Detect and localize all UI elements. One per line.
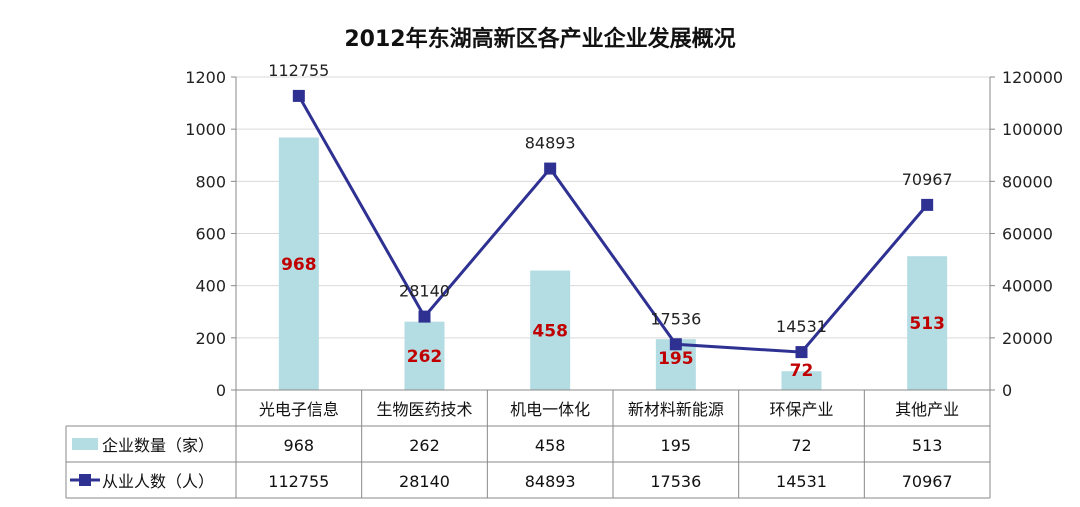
- table-cell: 84893: [525, 472, 576, 491]
- category-label: 光电子信息: [259, 400, 339, 419]
- table-cell: 72: [791, 436, 811, 455]
- left-tick-label: 1000: [185, 120, 226, 139]
- left-tick-label: 400: [195, 277, 226, 296]
- line-value-label: 28140: [399, 282, 450, 301]
- left-tick-label: 1200: [185, 68, 226, 87]
- table-cell: 112755: [268, 472, 329, 491]
- left-tick-label: 800: [195, 172, 226, 191]
- category-label: 机电一体化: [510, 400, 590, 419]
- line-value-label: 112755: [268, 61, 329, 80]
- bar-series: [278, 137, 948, 390]
- line-path: [297, 95, 929, 354]
- line-value-label: 84893: [525, 134, 576, 153]
- right-tick-label: 100000: [1002, 120, 1063, 139]
- left-tick-label: 200: [195, 329, 226, 348]
- chart-title: 2012年东湖高新区各产业企业发展概况: [344, 26, 735, 52]
- left-tick-label: 600: [195, 225, 226, 244]
- line-data-labels: 112755 28140 84893 17536 14531 70967: [268, 61, 952, 336]
- table-cell: 195: [661, 436, 692, 455]
- table-cell: 17536: [650, 472, 701, 491]
- line-marker: [292, 89, 305, 102]
- bar-value-label: 513: [909, 314, 945, 334]
- right-tick-label: 0: [1002, 381, 1012, 400]
- category-label: 其他产业: [895, 400, 959, 419]
- right-axis-ticks: 0 20000 40000 60000 80000 100000 120000: [990, 68, 1063, 400]
- table-cell: 513: [912, 436, 943, 455]
- table-cell: 458: [535, 436, 566, 455]
- table-cell: 70967: [902, 472, 953, 491]
- gridlines: [236, 76, 990, 339]
- bar-value-label: 72: [790, 361, 814, 381]
- bar-value-label: 458: [532, 321, 568, 341]
- line-marker: [418, 310, 431, 323]
- right-tick-label: 80000: [1002, 172, 1053, 191]
- bar-value-label: 195: [658, 349, 694, 369]
- line-value-label: 17536: [650, 309, 701, 328]
- bar: [404, 321, 445, 390]
- line-marker: [544, 162, 557, 175]
- right-tick-label: 40000: [1002, 277, 1053, 296]
- bar: [530, 270, 571, 390]
- category-label: 环保产业: [769, 400, 833, 419]
- line-value-label: 14531: [776, 317, 827, 336]
- table-cell: 28140: [399, 472, 450, 491]
- category-label: 生物医药技术: [376, 400, 472, 419]
- legend-bar-swatch: [72, 438, 98, 450]
- category-label: 新材料新能源: [628, 400, 724, 419]
- line-marker: [669, 338, 682, 351]
- left-axis-ticks: 0 200 400 600 800 1000 1200: [185, 68, 236, 400]
- line-series: [292, 89, 934, 359]
- bar: [907, 256, 948, 390]
- right-tick-label: 60000: [1002, 225, 1053, 244]
- bar-value-label: 262: [407, 347, 443, 367]
- legend-line-label: 从业人数（人）: [102, 472, 214, 491]
- bar: [781, 371, 822, 390]
- line-marker: [921, 198, 934, 211]
- bar: [278, 137, 319, 390]
- right-tick-label: 20000: [1002, 329, 1053, 348]
- table-cell: 14531: [776, 472, 827, 491]
- line-value-label: 70967: [902, 170, 953, 189]
- legend-bar-label: 企业数量（家）: [102, 436, 214, 455]
- bar-value-label: 968: [281, 255, 317, 275]
- bar-data-labels: 968 262 458 195 72 513: [281, 255, 945, 381]
- table-cell: 968: [284, 436, 315, 455]
- line-marker: [795, 346, 808, 359]
- left-tick-label: 0: [216, 381, 226, 400]
- right-tick-label: 120000: [1002, 68, 1063, 87]
- legend-line-marker: [79, 474, 91, 486]
- table-cell: 262: [409, 436, 440, 455]
